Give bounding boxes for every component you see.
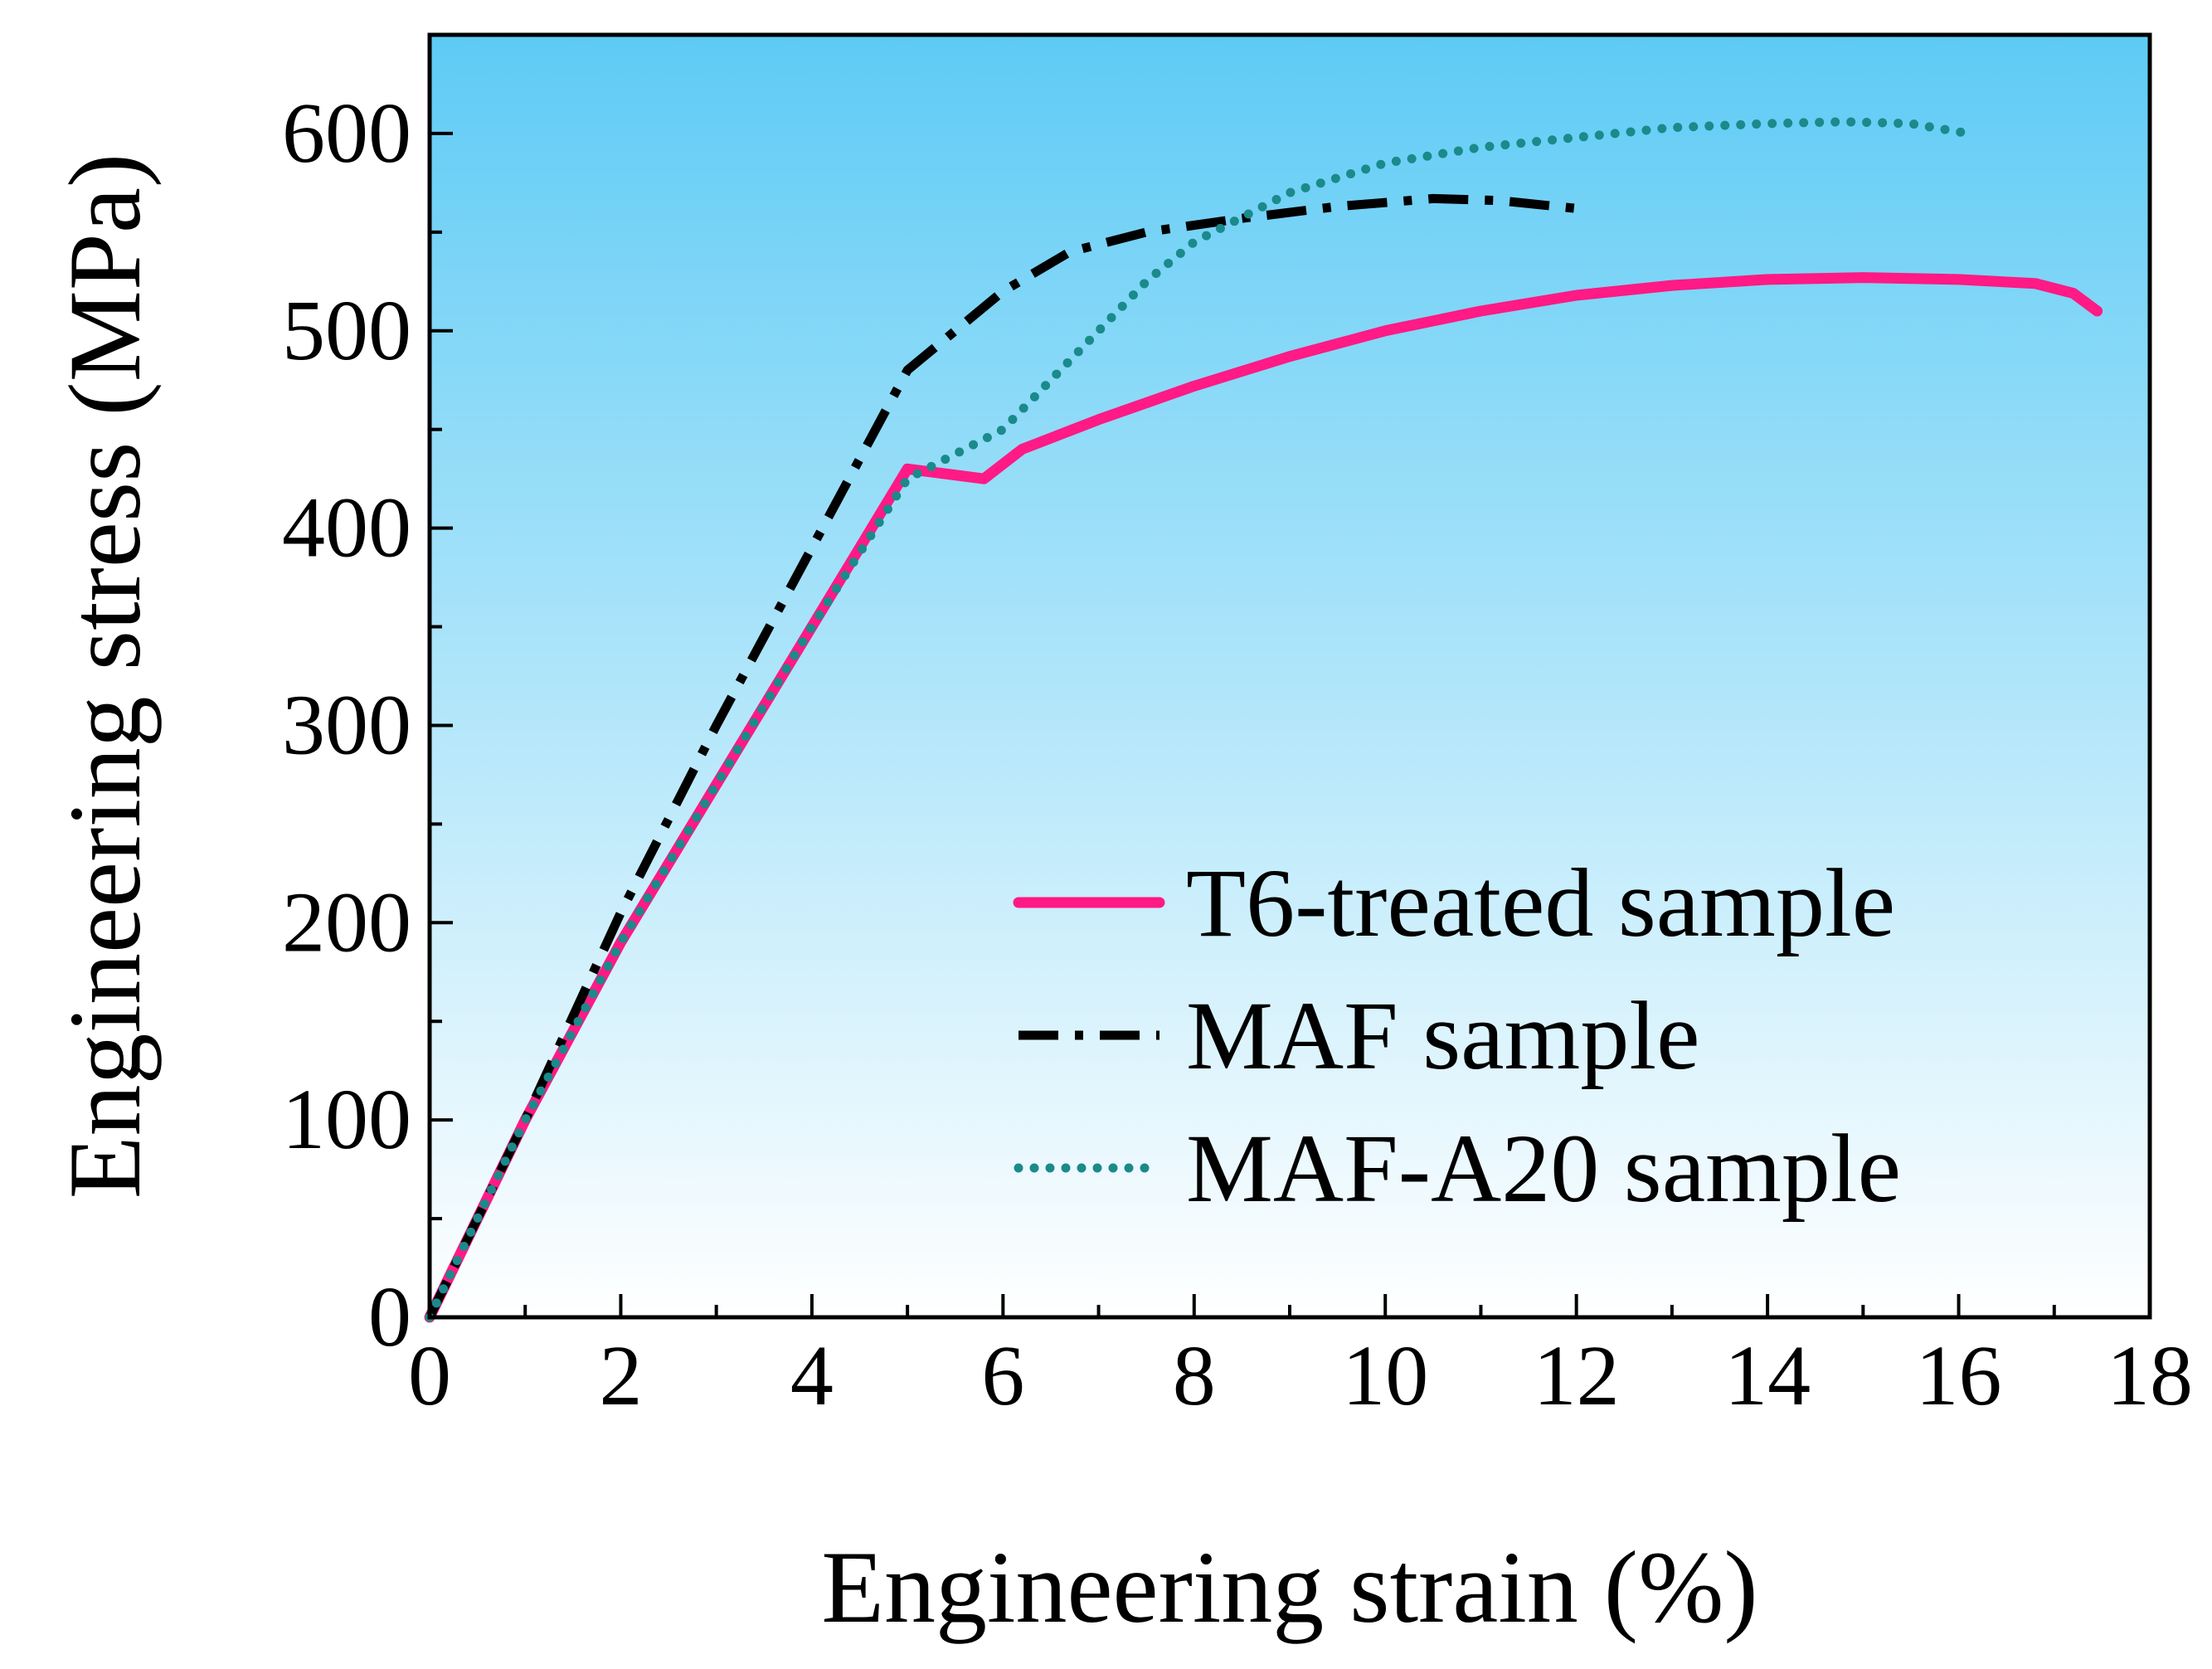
legend-label-1: T6-treated sample (1186, 849, 1895, 957)
y-tick-label: 300 (282, 677, 411, 772)
x-axis-label: Engineering strain (%) (821, 1530, 1757, 1644)
x-tick-label: 18 (2107, 1328, 2193, 1423)
y-tick-label: 500 (282, 283, 411, 378)
y-tick-label: 100 (282, 1072, 411, 1167)
series-line-2 (425, 193, 1578, 1320)
x-tick-label: 14 (1724, 1328, 1811, 1423)
plot-area-background (430, 35, 2150, 1317)
series-layer (424, 117, 2103, 1323)
x-tick-label: 0 (408, 1328, 451, 1423)
x-tick-label: 6 (981, 1328, 1024, 1423)
series-line-1 (424, 272, 2103, 1323)
x-tick-label: 8 (1173, 1328, 1216, 1423)
y-axis-label: Engineering stress (MPa) (48, 153, 162, 1199)
x-tick-label: 2 (599, 1328, 642, 1423)
x-tick-label: 16 (1916, 1328, 2002, 1423)
y-tick-label: 400 (282, 480, 411, 576)
series-line-3 (425, 117, 1973, 1322)
y-tick-label: 600 (282, 85, 411, 181)
ticks-layer: 0 2 4 6 8 10 12 14 16 18 0 100 200 300 400 500 600 (282, 33, 2193, 1423)
x-tick-label: 4 (790, 1328, 834, 1423)
x-tick-label: 12 (1534, 1328, 1620, 1423)
legend-label-3: MAF-A20 sample (1186, 1114, 1901, 1223)
legend-label-2: MAF sample (1186, 981, 1700, 1090)
y-tick-label: 200 (282, 874, 411, 970)
y-tick-label: 0 (368, 1269, 411, 1365)
x-tick-label: 10 (1342, 1328, 1428, 1423)
legend: T6-treated sample MAF sample MAF-A20 sampl… (1013, 849, 1901, 1223)
